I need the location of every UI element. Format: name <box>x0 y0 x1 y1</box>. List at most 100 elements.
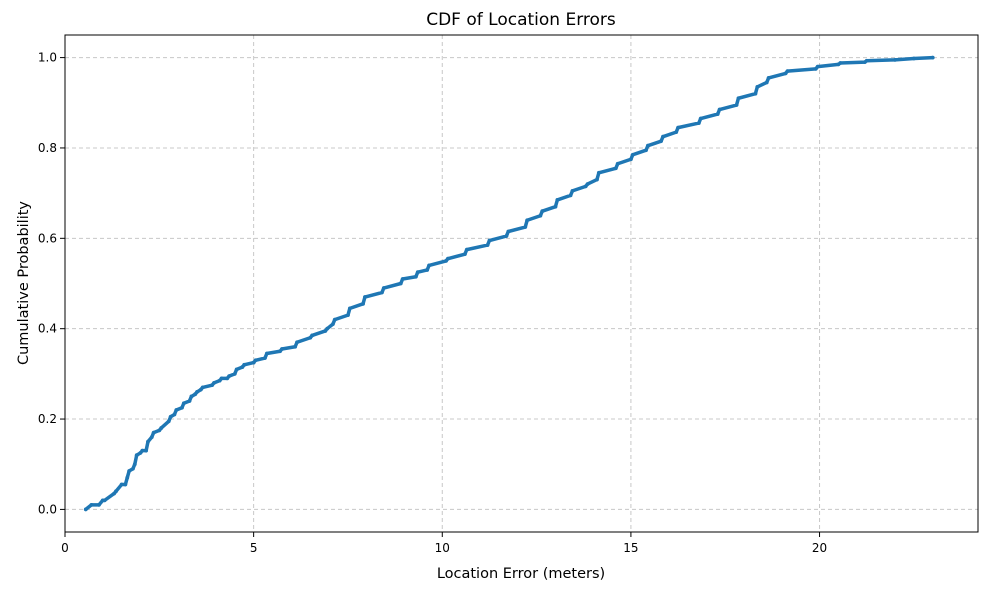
cdf-data-point <box>485 243 490 247</box>
cdf-data-point <box>253 358 258 363</box>
cdf-data-point <box>553 204 558 209</box>
cdf-data-point <box>523 225 528 229</box>
cdf-data-point <box>487 238 492 243</box>
cdf-data-point <box>242 362 247 367</box>
cdf-data-point <box>734 103 739 107</box>
cdf-data-point <box>698 116 703 121</box>
y-tick-label: 0.8 <box>38 141 57 155</box>
cdf-data-point <box>325 326 330 331</box>
cdf-data-point <box>644 148 648 153</box>
cdf-data-point <box>696 121 701 126</box>
cdf-data-point <box>212 381 216 385</box>
cdf-data-point <box>131 466 135 471</box>
cdf-data-point <box>674 130 679 135</box>
cdf-data-point <box>864 58 869 63</box>
cdf-data-point <box>555 198 560 202</box>
cdf-data-point <box>427 263 431 268</box>
cdf-data-point <box>568 193 573 198</box>
cdf-data-point <box>615 161 620 166</box>
cdf-data-point <box>629 157 633 162</box>
cdf-data-point <box>717 107 722 112</box>
cdf-data-point <box>381 286 386 290</box>
cdf-data-point <box>293 344 298 349</box>
cdf-data-point <box>310 333 315 338</box>
y-axis-label: Cumulative Probability <box>16 201 32 365</box>
cdf-data-point <box>645 143 650 148</box>
cdf-data-point <box>661 134 665 139</box>
cdf-data-point <box>930 55 935 60</box>
cdf-data-point <box>232 371 237 376</box>
cdf-data-point <box>166 419 171 424</box>
cdf-data-point <box>234 367 239 372</box>
cdf-data-point <box>363 295 367 299</box>
cdf-data-point <box>400 277 405 281</box>
cdf-data-point <box>540 209 545 214</box>
cdf-data-point <box>180 405 184 410</box>
cdf-data-point <box>330 322 335 327</box>
cdf-data-point <box>596 170 601 175</box>
x-tick-label: 20 <box>812 541 827 555</box>
cdf-data-point <box>151 430 156 435</box>
cdf-data-point <box>181 401 186 406</box>
y-tick-label: 0.0 <box>38 502 57 516</box>
data-layer <box>83 55 935 512</box>
cdf-data-point <box>380 290 384 295</box>
cdf-data-point <box>764 80 769 85</box>
cdf-data-point <box>464 247 469 252</box>
y-tick-label: 1.0 <box>38 51 57 65</box>
cdf-data-point <box>415 270 420 275</box>
cdf-data-point <box>506 229 511 234</box>
cdf-data-point <box>347 306 352 311</box>
cdf-data-point <box>676 125 680 130</box>
cdf-data-point <box>127 469 132 473</box>
cdf-data-point <box>83 507 88 512</box>
axes-layer <box>64 34 979 533</box>
cdf-data-point <box>585 182 590 187</box>
cdf-data-point <box>893 57 897 62</box>
cdf-data-point <box>146 439 150 444</box>
cdf-data-point <box>174 408 179 412</box>
y-tick-label: 0.6 <box>38 231 57 245</box>
cdf-data-point <box>149 435 154 440</box>
cdf-data-point <box>630 152 635 157</box>
x-tick-label: 15 <box>623 541 638 555</box>
axes-frame <box>64 34 979 533</box>
cdf-data-point <box>168 414 173 419</box>
cdf-data-point <box>132 462 137 467</box>
cdf-data-point <box>134 453 139 458</box>
cdf-data-point <box>413 274 418 279</box>
y-tick-label: 0.4 <box>38 322 57 336</box>
cdf-data-point <box>195 390 199 394</box>
cdf-data-point <box>264 351 269 356</box>
cdf-data-point <box>200 385 205 390</box>
cdf-data-point <box>570 188 575 193</box>
cdf-data-point <box>159 426 164 430</box>
cdf-data-point <box>119 482 124 487</box>
cdf-data-point <box>766 76 771 80</box>
cdf-data-point <box>346 313 350 318</box>
cdf-data-point <box>753 91 758 96</box>
cdf-data-point <box>125 475 130 480</box>
cdf-data-point <box>659 139 663 144</box>
cdf-data-point <box>102 498 107 503</box>
cdf-data-point <box>187 399 192 403</box>
cdf-data-point <box>97 502 101 507</box>
cdf-data-point <box>123 482 128 487</box>
cdf-data-point <box>280 347 284 351</box>
cdf-data-point <box>525 218 530 223</box>
cdf-data-point <box>736 96 741 101</box>
x-axis-label: Location Error (meters) <box>437 566 605 582</box>
cdf-data-point <box>263 356 267 360</box>
cdf-data-point <box>425 268 430 272</box>
cdf-data-point <box>295 340 299 345</box>
cdf-data-point <box>361 301 365 306</box>
cdf-data-point <box>332 317 337 322</box>
cdf-data-point <box>504 234 509 238</box>
cdf-data-point <box>189 394 194 399</box>
cdf-data-point <box>140 448 145 453</box>
cdf-data-point <box>398 281 403 286</box>
cdf-data-point <box>463 252 467 257</box>
x-tick-label: 0 <box>61 541 69 555</box>
cdf-data-point <box>815 64 820 69</box>
